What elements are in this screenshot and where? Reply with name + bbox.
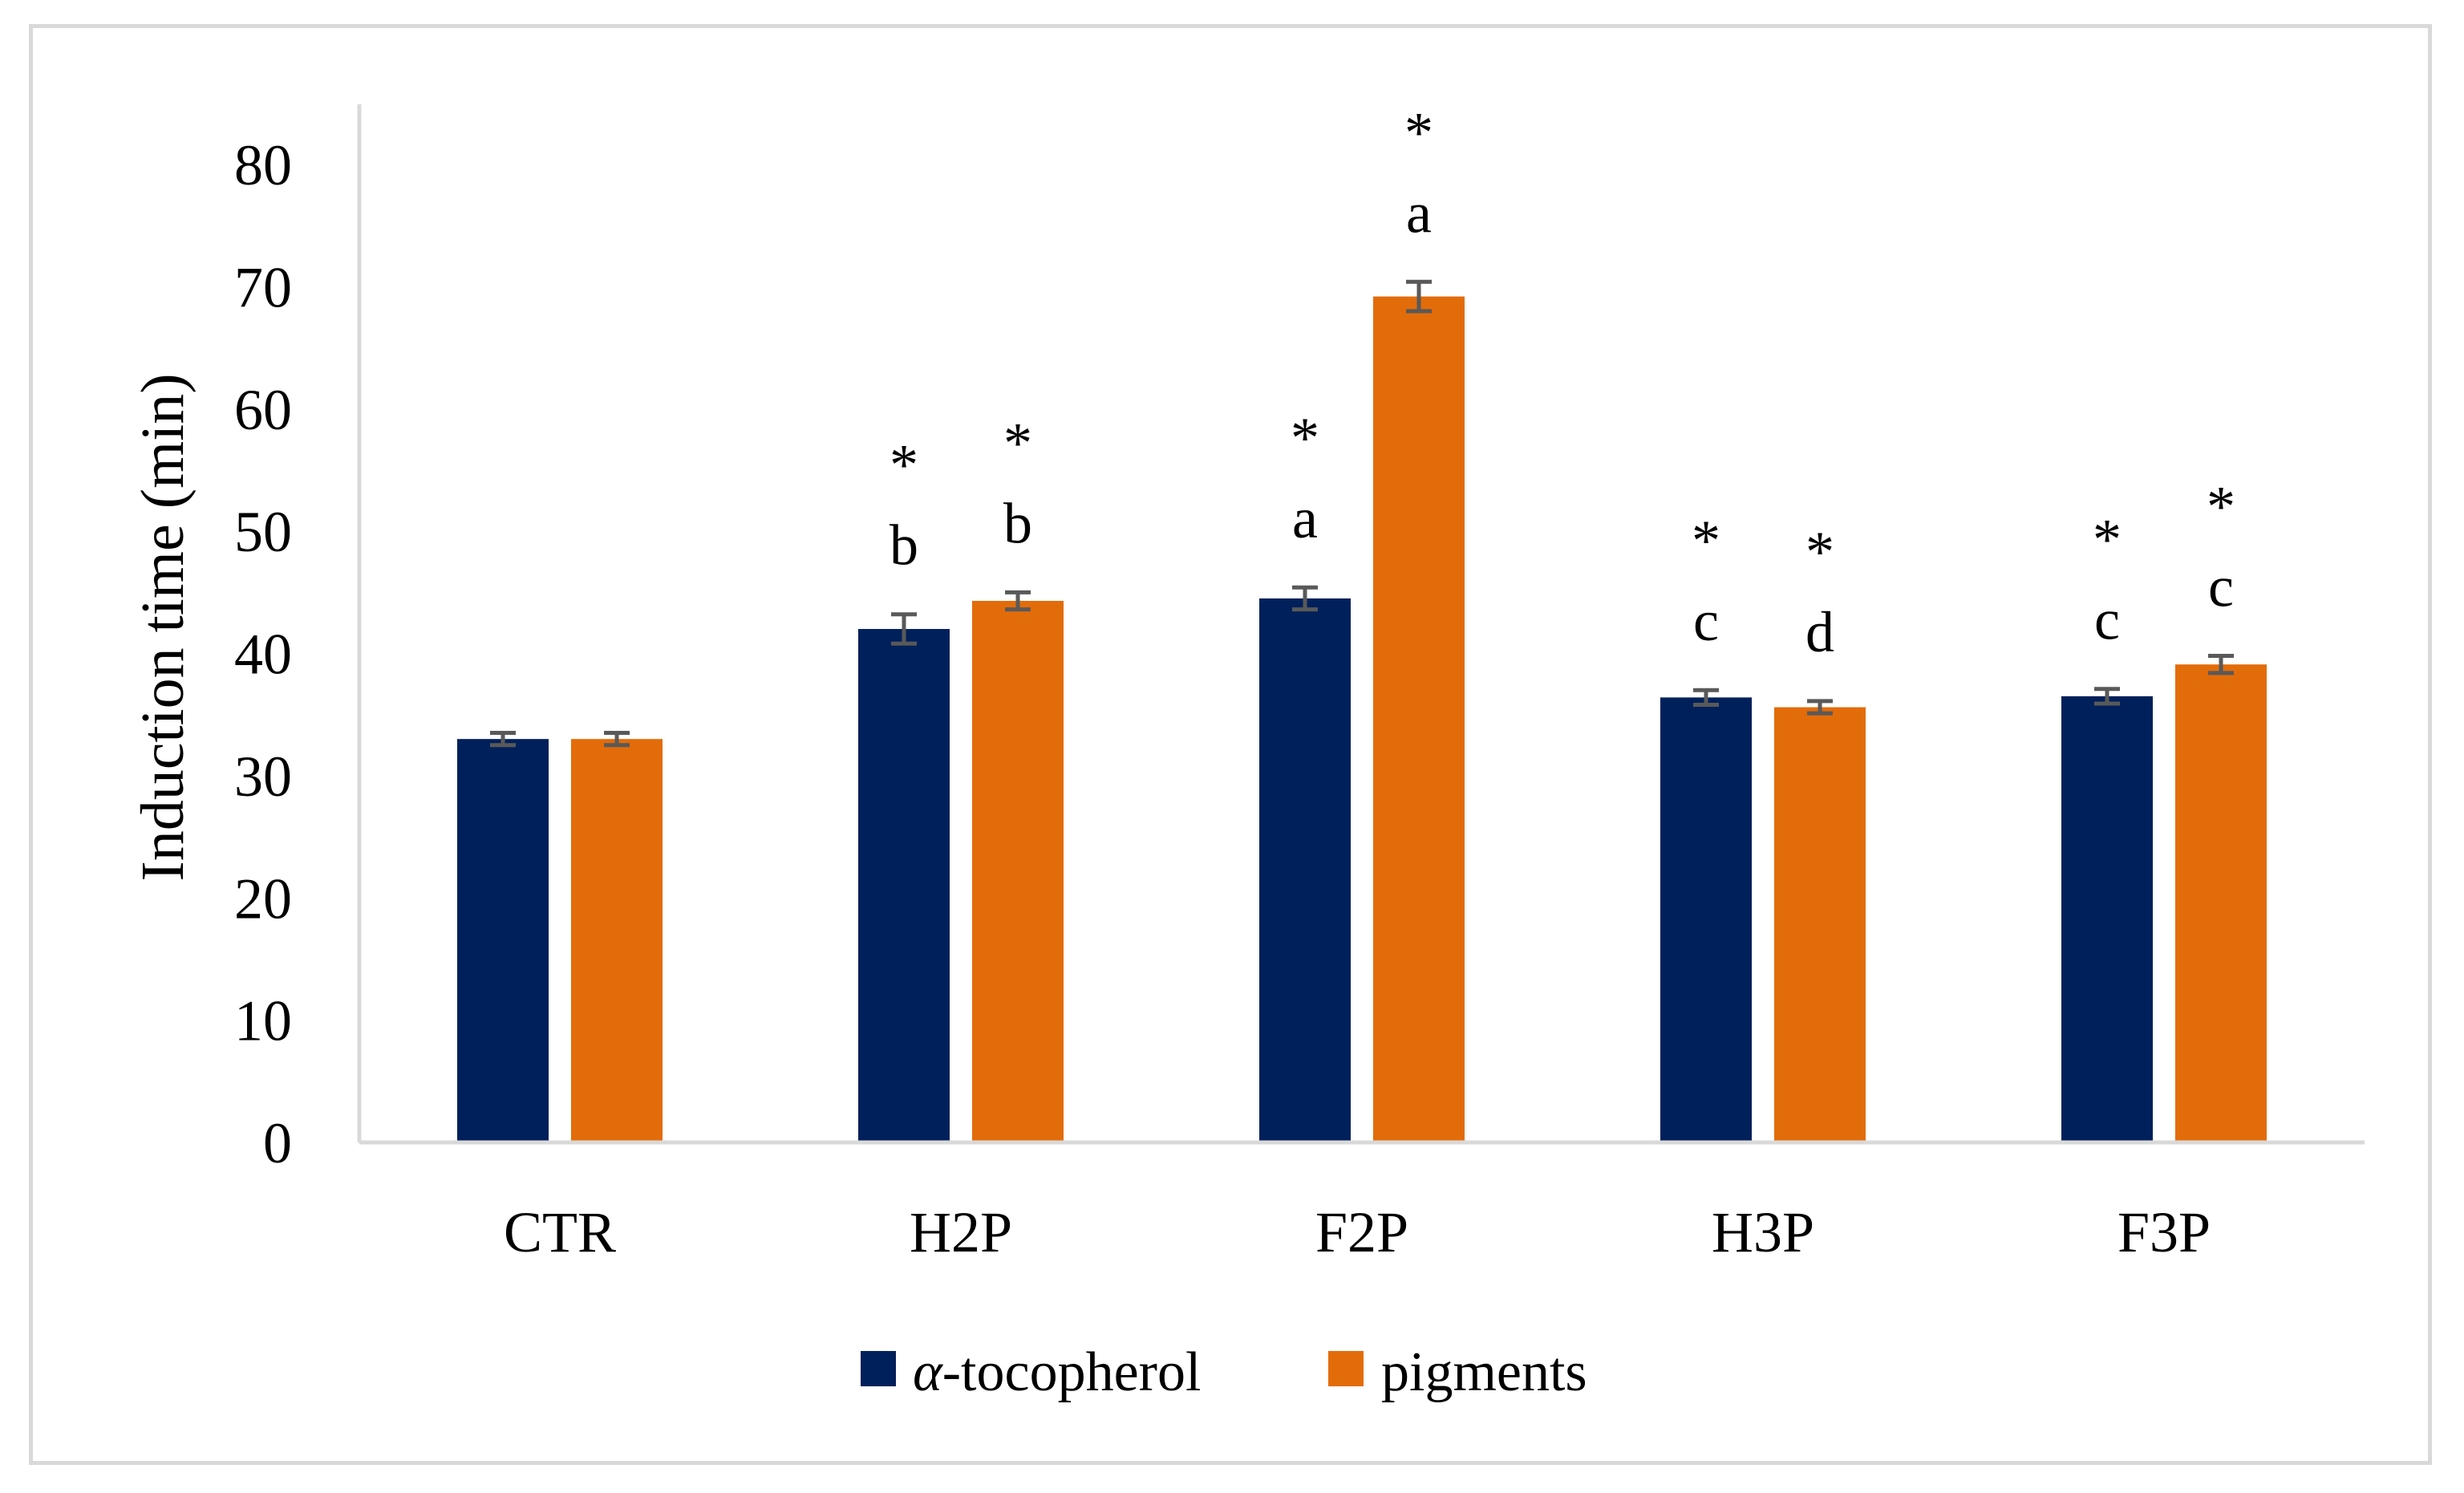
significance-star: * xyxy=(2207,475,2235,539)
bar-alpha-tocopherol-f2p xyxy=(1259,598,1351,1142)
y-tick-label: 70 xyxy=(234,255,292,319)
significance-star: * xyxy=(1291,406,1319,470)
significance-letter: b xyxy=(1003,491,1032,555)
bar-alpha-tocopherol-h3p xyxy=(1660,697,1752,1142)
y-axis-ticks: 0 10 20 30 40 50 60 70 80 xyxy=(234,133,292,1175)
y-tick-label: 20 xyxy=(234,866,292,931)
significance-letter: d xyxy=(1805,600,1834,664)
x-tick-label: H2P xyxy=(910,1200,1012,1264)
legend-label-alpha-symbol: α xyxy=(913,1341,943,1403)
bar-pigments-f2p xyxy=(1373,296,1465,1143)
x-tick-label: CTR xyxy=(504,1200,616,1264)
legend-label-alpha-suffix: -tocopherol xyxy=(942,1341,1202,1403)
x-tick-label: H3P xyxy=(1712,1200,1814,1264)
significance-letter: b xyxy=(890,513,918,578)
bar-pigments-h2p xyxy=(972,600,1064,1142)
significance-annotations: b * b * a * a * c * d * c * c * xyxy=(890,100,2235,664)
significance-letter: c xyxy=(1693,589,1719,653)
bar-pigments-h3p xyxy=(1774,707,1866,1142)
bar-pigments-f3p xyxy=(2175,664,2267,1142)
y-tick-label: 40 xyxy=(234,623,292,687)
significance-letter: c xyxy=(2208,555,2234,619)
significance-letter: a xyxy=(1292,486,1318,550)
significance-star: * xyxy=(1003,411,1032,475)
significance-letter: c xyxy=(2094,588,2120,652)
x-tick-label: F2P xyxy=(1315,1200,1408,1264)
significance-star: * xyxy=(1692,509,1720,573)
y-tick-label: 60 xyxy=(234,378,292,442)
significance-star: * xyxy=(890,433,918,497)
legend-label-pigments: pigments xyxy=(1381,1341,1587,1403)
x-tick-label: F3P xyxy=(2118,1200,2211,1264)
chart-frame xyxy=(29,24,2432,1465)
bar-alpha-tocopherol-f3p xyxy=(2061,696,2153,1142)
x-axis-categories: CTR H2P F2P H3P F3P xyxy=(504,1200,2211,1264)
error-bars xyxy=(490,279,2234,748)
legend-swatch-pigments xyxy=(1328,1351,1364,1386)
y-tick-label: 50 xyxy=(234,500,292,564)
legend-swatch-alpha-tocopherol xyxy=(861,1351,896,1386)
bar-pigments-ctr xyxy=(571,739,663,1142)
y-tick-label: 10 xyxy=(234,989,292,1053)
significance-star: * xyxy=(1805,520,1834,584)
significance-letter: a xyxy=(1406,181,1432,245)
significance-star: * xyxy=(1404,100,1433,164)
y-axis-title: Induction time (min) xyxy=(129,373,197,881)
legend: α-tocopherol pigments xyxy=(861,1341,1587,1403)
legend-label-alpha-tocopherol: α-tocopherol xyxy=(913,1341,1201,1403)
bar-alpha-tocopherol-h2p xyxy=(858,629,950,1142)
significance-star: * xyxy=(2093,508,2122,572)
y-tick-label: 0 xyxy=(263,1111,292,1175)
bars xyxy=(457,296,2267,1143)
y-tick-label: 30 xyxy=(234,744,292,809)
y-tick-label: 80 xyxy=(234,133,292,197)
bar-alpha-tocopherol-ctr xyxy=(457,739,549,1142)
